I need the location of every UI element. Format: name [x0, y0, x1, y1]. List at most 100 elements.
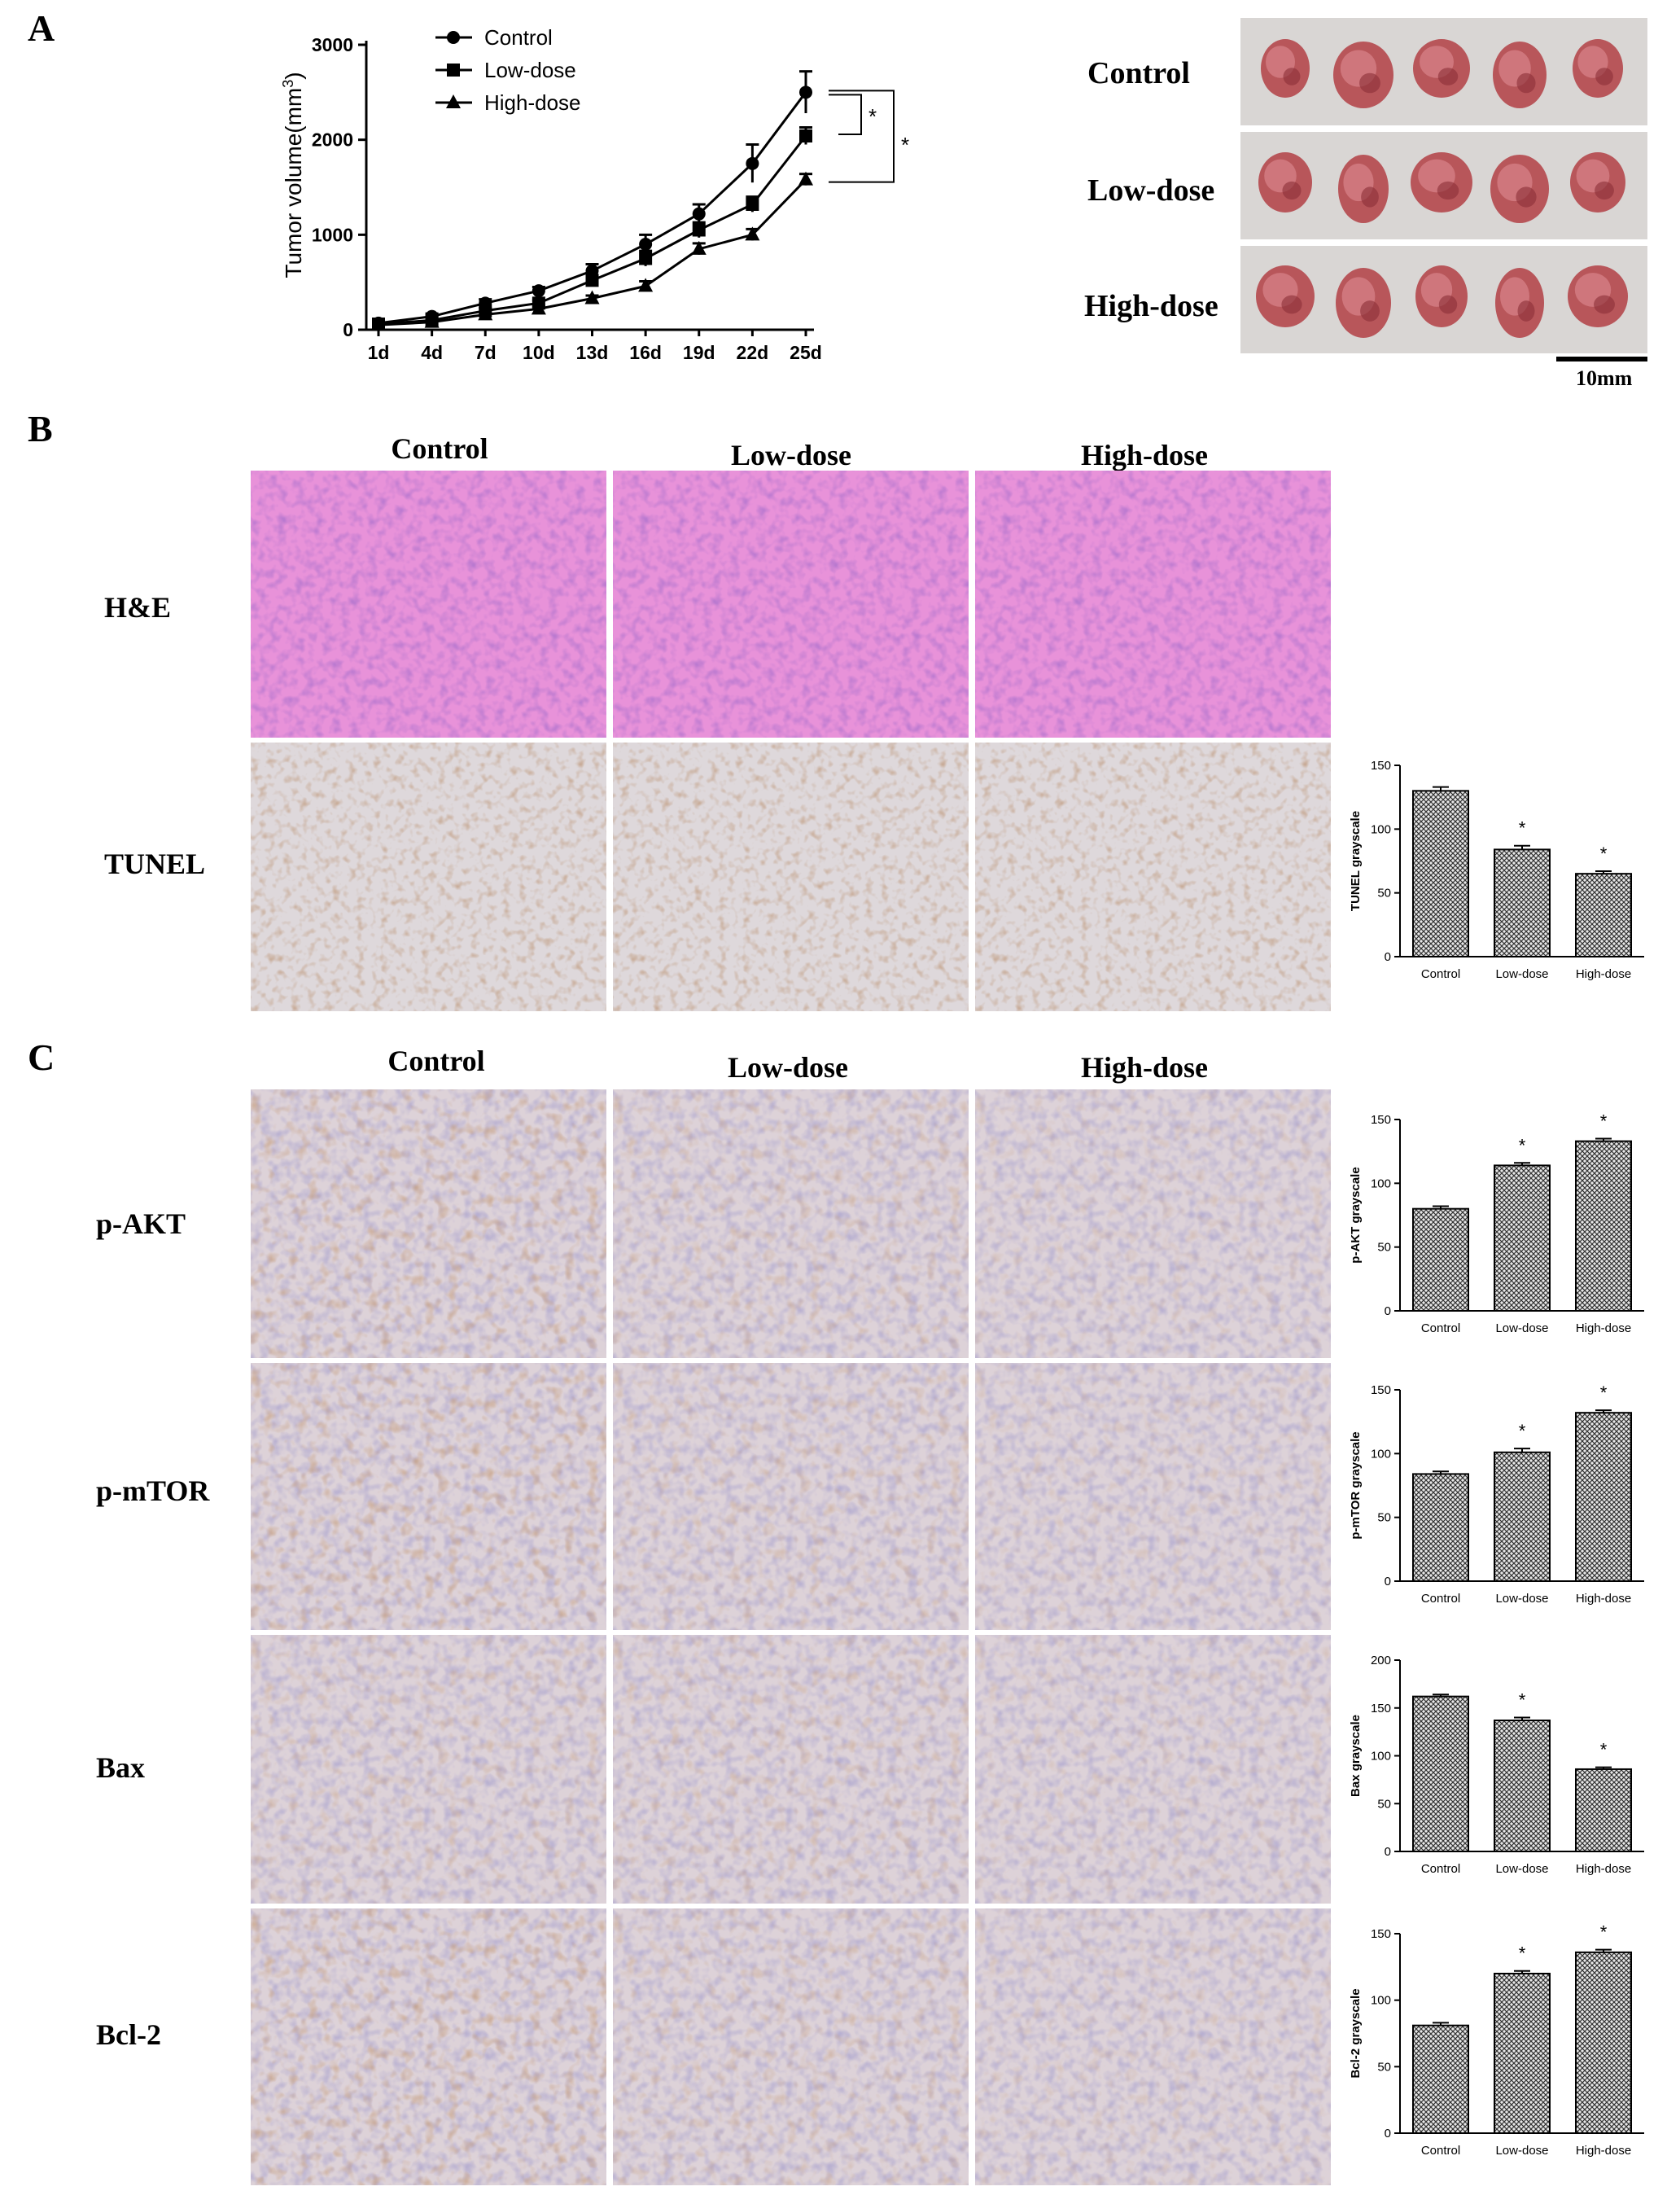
legend-label-control: Control: [484, 25, 553, 50]
panel-label-c: C: [28, 1036, 55, 1078]
x-tick-label: 25d: [790, 342, 822, 363]
x-tick-label: Control: [1421, 967, 1460, 981]
y-tick-label: 50: [1377, 1511, 1391, 1525]
bar-tunel-high-dose: [1575, 873, 1632, 958]
row-label-bcl-2: Bcl-2: [96, 2018, 161, 2051]
y-tick-label: 150: [1371, 1702, 1391, 1715]
significance-star: *: [1519, 1943, 1526, 1964]
he-image-control: [251, 471, 606, 738]
bar-bcl-2-control: [1412, 2024, 1469, 2134]
data-point-low-dose: [799, 129, 812, 142]
panel-label-a: A: [28, 7, 55, 49]
legend-label-high-dose: High-dose: [484, 90, 581, 115]
bar-tunel-control: [1412, 790, 1469, 958]
tissue-texture: [251, 743, 606, 1011]
y-tick-label: 2000: [312, 129, 353, 151]
legend-marker-control: [447, 31, 460, 44]
significance-star: *: [1600, 1111, 1608, 1132]
photo-label-high-dose: High-dose: [1084, 289, 1218, 323]
significance-star: *: [1519, 1690, 1526, 1711]
x-tick-label: High-dose: [1576, 967, 1631, 981]
bar-p-mtor-high-dose: [1575, 1412, 1632, 1583]
significance-star: *: [1519, 818, 1526, 839]
bax-image-low-dose: [613, 1635, 969, 1904]
bcl-2-image-low-dose: [613, 1908, 969, 2185]
data-point-high-dose: [584, 290, 600, 305]
y-tick-label: 0: [343, 319, 353, 340]
p-mtor-image-low-dose: [613, 1363, 969, 1630]
y-tick-label: 0: [1385, 1304, 1391, 1318]
bar-p-akt-low-dose: [1494, 1164, 1551, 1312]
panel-label-b: B: [28, 408, 53, 449]
x-tick-label: High-dose: [1576, 1862, 1631, 1876]
tissue-texture: [613, 1908, 969, 2185]
significance-star: *: [1600, 1740, 1608, 1760]
x-tick-label: 13d: [576, 342, 609, 363]
tissue-texture: [251, 1908, 606, 2185]
data-point-control: [746, 156, 759, 170]
y-tick-label: 100: [1371, 1447, 1391, 1461]
bar-tunel-low-dose: [1494, 848, 1551, 958]
x-tick-label: 10d: [523, 342, 555, 363]
data-point-high-dose: [424, 313, 440, 328]
significance-star: *: [1519, 1421, 1526, 1441]
y-axis-label: Tumor volume(mm3): [280, 72, 306, 278]
x-tick-label: High-dose: [1576, 1321, 1631, 1335]
column-header-high-dose: High-dose: [1080, 1051, 1209, 1084]
bcl-2-bar-chart: Bcl-2 grayscale 0 50 100 150 Control * Low-dose…: [1349, 1922, 1644, 2158]
row-label-p-akt: p-AKT: [96, 1207, 186, 1240]
data-point-high-dose: [745, 226, 760, 241]
data-point-high-dose: [691, 240, 707, 255]
bar-bax-control: [1412, 1695, 1469, 1853]
tissue-texture: [975, 743, 1331, 1011]
data-point-control: [639, 238, 653, 251]
column-header-low-dose: Low-dose: [730, 439, 851, 471]
data-point-low-dose: [692, 223, 706, 237]
data-point-control: [799, 85, 812, 99]
y-tick-label: 50: [1377, 2060, 1391, 2074]
tissue-texture: [975, 1635, 1331, 1904]
row-label-p-mtor: p-mTOR: [96, 1474, 210, 1507]
data-point-high-dose: [798, 171, 813, 186]
tunel-bar-chart: TUNEL grayscale 0 50 100 150 Control * Low-dose…: [1349, 759, 1644, 981]
y-tick-label: 0: [1385, 2127, 1391, 2140]
y-tick-label: 50: [1377, 1241, 1391, 1255]
column-header-control: Control: [387, 1045, 485, 1077]
column-header-high-dose: High-dose: [1080, 439, 1209, 471]
y-tick-label: 150: [1371, 1927, 1391, 1941]
y-axis-label: Bcl-2 grayscale: [1349, 1988, 1363, 2078]
y-tick-label: 100: [1371, 1994, 1391, 2008]
bcl-2-image-high-dose: [975, 1908, 1331, 2185]
p-mtor-image-high-dose: [975, 1363, 1331, 1630]
x-tick-label: 4d: [421, 342, 443, 363]
tissue-texture: [613, 743, 969, 1011]
y-tick-label: 0: [1385, 1575, 1391, 1588]
bar-p-mtor-low-dose: [1494, 1451, 1551, 1583]
x-tick-label: Control: [1421, 2144, 1460, 2158]
y-tick-label: 0: [1385, 1845, 1391, 1859]
x-tick-label: 22d: [737, 342, 769, 363]
y-tick-label: 100: [1371, 822, 1391, 836]
data-point-low-dose: [639, 252, 653, 265]
he-image-low-dose: [613, 471, 969, 738]
y-tick-label: 50: [1377, 1797, 1391, 1811]
y-tick-label: 100: [1371, 1750, 1391, 1764]
row-label-tunel: TUNEL: [104, 848, 206, 880]
series-line-control: [378, 91, 807, 325]
p-akt-image-low-dose: [613, 1089, 969, 1358]
tissue-texture: [613, 471, 969, 738]
x-tick-label: 16d: [629, 342, 662, 363]
y-tick-label: 1000: [312, 224, 353, 245]
column-header-control: Control: [391, 432, 488, 465]
data-point-low-dose: [746, 198, 759, 211]
data-point-control: [532, 284, 545, 298]
bar-bax-high-dose: [1575, 1768, 1632, 1852]
p-mtor-bar-chart: p-mTOR grayscale 0 50 100 150 Control * Low-dos…: [1349, 1382, 1644, 1606]
x-tick-label: 19d: [683, 342, 715, 363]
x-tick-label: Control: [1421, 1321, 1460, 1335]
p-akt-image-control: [251, 1089, 606, 1358]
tissue-texture: [975, 1908, 1331, 2185]
p-mtor-image-control: [251, 1363, 606, 1630]
p-akt-image-high-dose: [975, 1089, 1331, 1358]
x-tick-label: Low-dose: [1495, 2144, 1548, 2158]
